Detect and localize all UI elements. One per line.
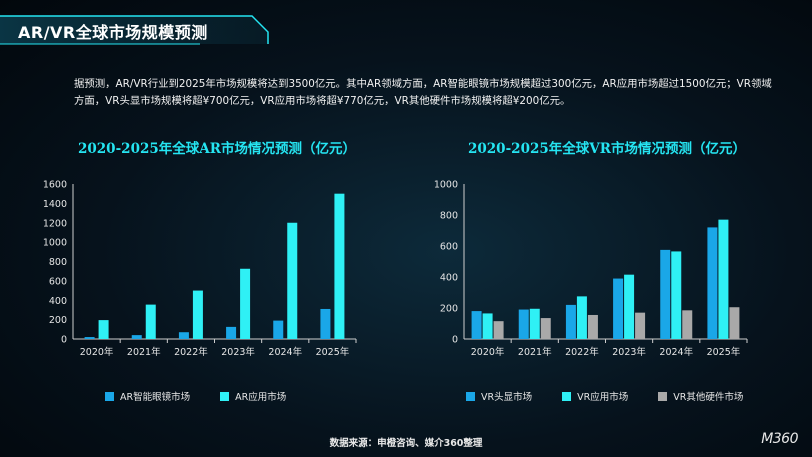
bar-ar-series-1 (98, 320, 109, 339)
bar-vr-series-0 (471, 311, 482, 339)
bar-ar-series-1 (145, 304, 156, 339)
y-tick-label: 800 (440, 211, 458, 222)
m360-logo: M360 (761, 431, 798, 447)
bar-vr-series-0 (707, 227, 718, 339)
bar-vr-series-0 (565, 304, 576, 339)
bar-vr-series-1 (624, 274, 635, 339)
bar-vr-series-1 (718, 219, 729, 339)
vr-bar-chart: 0 200 400 600 800 1000 2020年 2021年 2022年 2023年 202… (434, 180, 748, 358)
y-tick-label: 200 (440, 304, 458, 315)
y-tick-label: 400 (49, 296, 67, 307)
bar-ar-series-0 (320, 308, 331, 339)
y-tick-label: 1000 (43, 238, 67, 249)
x-tick-label: 2025年 (316, 346, 350, 358)
ar-bar-chart: 0 200 400 600 800 1000 1200 1400 1600 2020年 2021年 2… (43, 180, 357, 358)
x-tick-label: 2021年 (127, 346, 161, 358)
y-tick-label: 1200 (43, 218, 67, 229)
legend-label: AR智能眼镜市场 (120, 392, 191, 403)
x-tick-label: 2020年 (471, 346, 505, 358)
y-tick-label: 400 (440, 273, 458, 284)
x-tick-label: 2022年 (565, 346, 599, 358)
bar-vr-series-0 (518, 309, 529, 339)
y-tick-label: 1600 (43, 180, 67, 191)
x-tick-label: 2023年 (612, 346, 646, 358)
bar-vr-series-0 (613, 278, 624, 339)
y-tick-label: 0 (452, 335, 458, 346)
bar-ar-series-0 (178, 332, 189, 339)
bar-vr-series-2 (682, 310, 693, 339)
x-tick-label: 2024年 (268, 346, 302, 358)
bar-vr-series-2 (493, 321, 504, 339)
y-tick-label: 600 (440, 242, 458, 253)
y-tick-label: 1000 (434, 180, 458, 191)
bar-ar-series-1 (192, 290, 203, 339)
legend-label: AR应用市场 (235, 392, 287, 403)
legend-swatch (658, 391, 668, 401)
bar-ar-series-0 (226, 326, 237, 339)
page-title: AR/VR全球市场规模预测 (18, 23, 208, 42)
bar-vr-series-1 (529, 308, 540, 339)
bar-ar-series-1 (334, 193, 345, 339)
vr-legend: VR头显市场 VR应用市场 VR其他硬件市场 (466, 389, 773, 403)
title-banner-frame (0, 15, 269, 45)
legend-item-ar-glasses: AR智能眼镜市场 (105, 389, 190, 403)
legend-item-ar-apps: AR应用市场 (220, 389, 286, 403)
bar-vr-series-2 (635, 312, 646, 339)
y-tick-label: 200 (49, 315, 67, 326)
bar-vr-series-1 (671, 251, 682, 339)
title-banner: AR/VR全球市场规模预测 (0, 14, 272, 46)
x-tick-label: 2020年 (80, 346, 114, 358)
y-tick-label: 1400 (43, 199, 67, 210)
ar-legend: AR智能眼镜市场 AR应用市场 (105, 389, 316, 403)
x-tick-label: 2023年 (221, 346, 255, 358)
legend-item-vr-hardware: VR其他硬件市场 (658, 389, 743, 403)
y-tick-label: 600 (49, 276, 67, 287)
legend-swatch (105, 391, 114, 401)
legend-swatch (466, 391, 475, 401)
legend-label: VR头显市场 (481, 392, 533, 403)
bar-ar-series-0 (131, 335, 142, 339)
legend-swatch (562, 391, 572, 401)
bar-vr-series-2 (587, 314, 598, 339)
vr-chart-title: 2020-2025年全球VR市场情况预测（亿元） (468, 141, 746, 157)
bar-ar-series-1 (240, 268, 251, 339)
bar-vr-series-1 (576, 296, 587, 339)
x-tick-label: 2025年 (707, 346, 741, 358)
bar-vr-series-2 (729, 307, 740, 339)
data-source-note: 数据来源：申橙咨询、媒介360整理 (329, 438, 483, 449)
legend-label: VR应用市场 (577, 392, 629, 403)
bar-vr-series-2 (540, 318, 551, 339)
ar-chart-title: 2020-2025年全球AR市场情况预测（亿元） (78, 141, 356, 157)
bar-ar-series-0 (273, 320, 284, 339)
x-tick-label: 2024年 (659, 346, 693, 358)
bar-vr-series-1 (482, 313, 493, 339)
legend-label: VR其他硬件市场 (673, 392, 744, 403)
bar-ar-series-0 (84, 337, 95, 339)
y-tick-label: 0 (61, 335, 67, 346)
legend-swatch (220, 391, 230, 401)
legend-item-vr-headset: VR头显市场 (466, 389, 532, 403)
bar-ar-series-1 (287, 222, 298, 339)
bar-vr-series-0 (660, 249, 671, 339)
x-tick-label: 2021年 (518, 346, 552, 358)
intro-paragraph: 据预测，AR/VR行业到2025年市场规模将达到3500亿元。其中AR领域方面，… (74, 78, 772, 107)
y-tick-label: 800 (49, 257, 67, 268)
legend-item-vr-apps: VR应用市场 (562, 389, 628, 403)
x-tick-label: 2022年 (174, 346, 208, 358)
